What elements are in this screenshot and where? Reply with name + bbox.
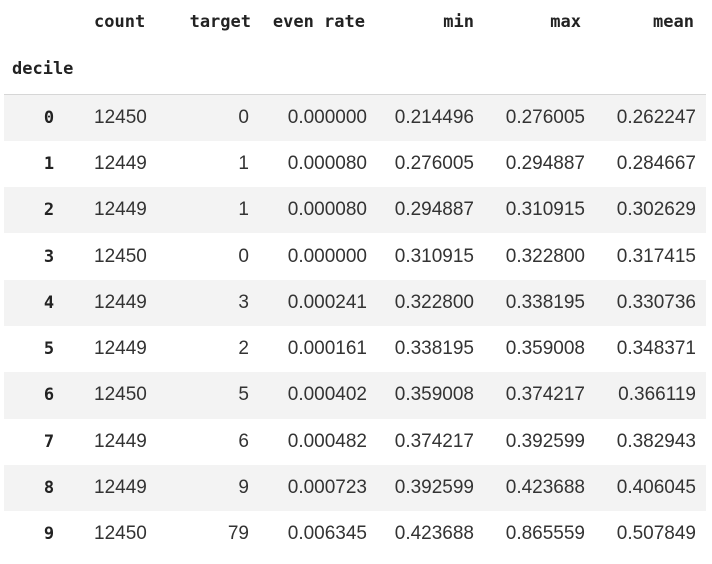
cell-min: 0.214496	[394, 106, 474, 128]
row-index: 4	[43, 292, 55, 313]
cell-target: 0	[238, 245, 249, 267]
cell-target: 79	[227, 523, 249, 545]
table-row: 6 12450 5 0.000402 0.359008 0.374217 0.3…	[4, 372, 706, 419]
cell-count: 12450	[94, 245, 147, 267]
cell-mean: 0.406045	[616, 477, 696, 499]
cell-even-rate: 0.000241	[287, 291, 367, 313]
cell-count: 12449	[94, 152, 147, 174]
cell-count: 12449	[94, 291, 147, 313]
cell-target: 3	[238, 291, 249, 313]
column-header-count: count	[94, 12, 146, 32]
table-row: 9 12450 79 0.006345 0.423688 0.865559 0.…	[4, 511, 706, 557]
cell-min: 0.359008	[394, 384, 474, 406]
table-body: 0 12450 0 0.000000 0.214496 0.276005 0.2…	[4, 94, 706, 558]
table-row: 8 12449 9 0.000723 0.392599 0.423688 0.4…	[4, 464, 706, 512]
table-row: 7 12449 6 0.000482 0.374217 0.392599 0.3…	[4, 419, 706, 465]
table-row: 2 12449 1 0.000080 0.294887 0.310915 0.3…	[4, 187, 706, 234]
cell-even-rate: 0.000482	[287, 430, 367, 452]
cell-max: 0.338195	[505, 291, 585, 313]
index-name-row: decile	[4, 44, 706, 95]
cell-target: 2	[238, 338, 249, 360]
column-header-mean: mean	[653, 12, 694, 32]
cell-mean: 0.366119	[618, 384, 696, 406]
index-name-spacer	[170, 44, 255, 95]
table-row: 0 12450 0 0.000000 0.214496 0.276005 0.2…	[4, 94, 706, 141]
cell-target: 1	[238, 152, 249, 174]
cell-max: 0.276005	[505, 106, 585, 128]
cell-max: 0.374217	[505, 384, 585, 406]
cell-count: 12449	[94, 477, 147, 499]
column-header-target: target	[189, 12, 251, 32]
table-row: 5 12449 2 0.000161 0.338195 0.359008 0.3…	[4, 326, 706, 372]
cell-mean: 0.507849	[616, 523, 696, 545]
column-header-min: min	[443, 12, 474, 32]
cell-max: 0.423688	[505, 477, 585, 499]
column-header-even-rate: even rate	[272, 12, 365, 32]
cell-even-rate: 0.000080	[287, 199, 367, 221]
cell-even-rate: 0.000723	[287, 477, 367, 499]
cell-target: 0	[238, 106, 249, 128]
row-index: 3	[43, 246, 55, 267]
cell-even-rate: 0.000402	[287, 384, 367, 406]
cell-max: 0.359008	[505, 338, 585, 360]
cell-count: 12449	[94, 199, 147, 221]
cell-min: 0.423688	[394, 523, 474, 545]
index-name-spacer	[379, 44, 486, 95]
column-header-row: count target even rate min max mean	[4, 0, 706, 44]
cell-target: 6	[238, 430, 249, 452]
cell-mean: 0.302629	[616, 199, 696, 221]
cell-count: 12450	[94, 384, 147, 406]
row-index: 8	[43, 478, 55, 499]
cell-max: 0.322800	[505, 245, 585, 267]
cell-even-rate: 0.006345	[287, 523, 367, 545]
cell-mean: 0.284667	[616, 152, 696, 174]
cell-target: 5	[238, 384, 249, 406]
cell-mean: 0.382943	[616, 430, 696, 452]
cell-even-rate: 0.000161	[287, 338, 367, 360]
cell-max: 0.392599	[505, 430, 585, 452]
cell-max: 0.294887	[505, 152, 585, 174]
cell-max: 0.310915	[505, 199, 585, 221]
row-index: 6	[43, 385, 55, 406]
cell-max: 0.865559	[505, 523, 585, 545]
cell-even-rate: 0.000000	[287, 245, 367, 267]
cell-count: 12450	[94, 106, 147, 128]
cell-even-rate: 0.000080	[287, 152, 367, 174]
column-header-max: max	[550, 12, 581, 32]
cell-mean: 0.348371	[616, 338, 696, 360]
cell-min: 0.392599	[394, 477, 474, 499]
cell-count: 12449	[94, 430, 147, 452]
index-name-spacer	[255, 44, 379, 95]
decile-dataframe-table: count target even rate min max mean deci…	[4, 0, 706, 557]
cell-even-rate: 0.000000	[287, 106, 367, 128]
cell-min: 0.338195	[394, 338, 474, 360]
cell-target: 1	[238, 199, 249, 221]
index-name-decile: decile	[4, 44, 94, 95]
index-name-spacer	[593, 44, 706, 95]
cell-mean: 0.262247	[616, 106, 696, 128]
cell-count: 12449	[94, 338, 147, 360]
index-name-spacer	[94, 44, 170, 95]
header-corner	[4, 0, 94, 44]
table-row: 3 12450 0 0.000000 0.310915 0.322800 0.3…	[4, 233, 706, 279]
cell-mean: 0.317415	[616, 245, 696, 267]
cell-count: 12450	[94, 523, 147, 545]
row-index: 5	[43, 339, 55, 360]
row-index: 2	[43, 200, 55, 221]
table-header: count target even rate min max mean deci…	[4, 0, 706, 95]
index-name-spacer	[486, 44, 593, 95]
row-index: 0	[43, 107, 55, 128]
table-row: 4 12449 3 0.000241 0.322800 0.338195 0.3…	[4, 279, 706, 326]
cell-min: 0.322800	[394, 291, 474, 313]
cell-min: 0.276005	[394, 152, 474, 174]
row-index: 1	[43, 153, 55, 174]
cell-min: 0.310915	[394, 245, 474, 267]
row-index: 9	[43, 524, 55, 545]
table-row: 1 12449 1 0.000080 0.276005 0.294887 0.2…	[4, 141, 706, 187]
cell-min: 0.374217	[394, 430, 474, 452]
cell-min: 0.294887	[394, 199, 474, 221]
row-index: 7	[43, 431, 55, 452]
cell-target: 9	[238, 477, 249, 499]
cell-mean: 0.330736	[616, 291, 696, 313]
